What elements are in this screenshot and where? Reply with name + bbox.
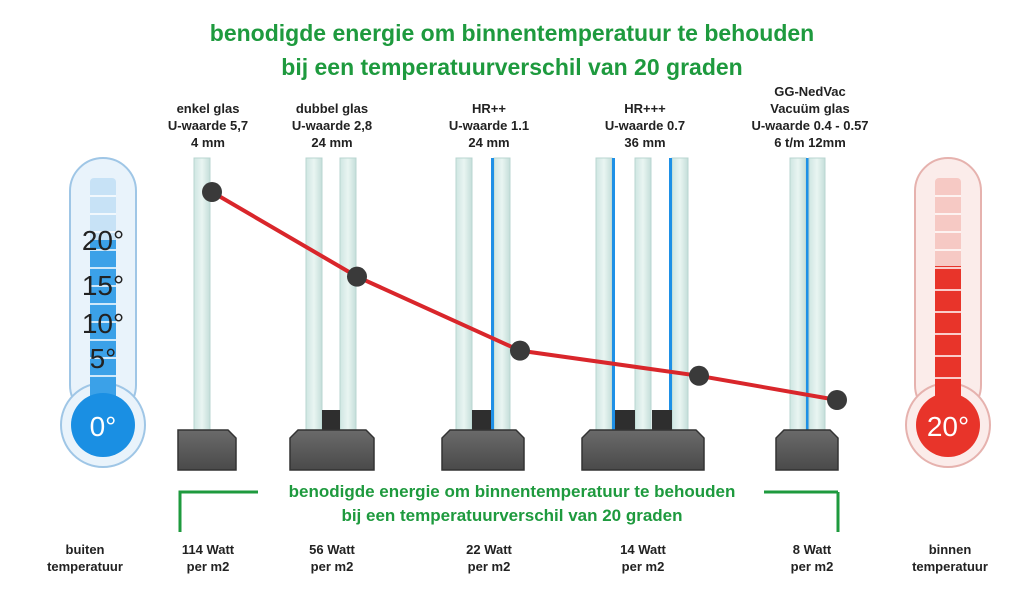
glass-pane-hrppp [581, 157, 705, 471]
glass-pane-enkel [177, 157, 237, 471]
title-line-2: bij een temperatuurverschil van 20 grade… [281, 54, 743, 80]
glass-label-1: enkel glas U-waarde 5,7 4 mm [167, 101, 249, 150]
scale-label-20: 20° [82, 225, 124, 256]
scale-label-10: 10° [82, 308, 124, 339]
cold-bulb-label: 0° [90, 411, 117, 442]
glass-pane-hrpp [441, 157, 525, 471]
energy-point-5 [827, 390, 847, 410]
watt-label-4: 14 Watt per m2 [620, 542, 666, 574]
energy-point-2 [347, 266, 367, 287]
subtitle-line-1: benodigde energie om binnentemperatuur t… [288, 482, 736, 501]
glass-label-5: GG-NedVac Vacuüm glas U-waarde 0.4 - 0.57 6… [751, 84, 869, 150]
thermometer-cold: 0° 20° 15° 10° 5° [60, 157, 146, 468]
energy-point-1 [202, 182, 222, 202]
glass-label-4: HR+++ U-waarde 0.7 36 mm [604, 101, 686, 150]
watt-label-1: 114 Watt per m2 [181, 542, 235, 574]
scale-label-5: 5° [90, 343, 117, 374]
watt-label-5: 8 Watt per m2 [790, 542, 834, 574]
glass-pane-dubbel [289, 157, 375, 471]
thermometer-warm: 20° [905, 157, 991, 468]
caption-outside: buiten temperatuur [47, 542, 123, 574]
scale-label-15: 15° [82, 270, 124, 301]
caption-inside: binnen temperatuur [912, 542, 988, 574]
watt-label-2: 56 Watt per m2 [309, 542, 355, 574]
glass-label-3: HR++ U-waarde 1.1 24 mm [448, 101, 530, 150]
watt-label-3: 22 Watt per m2 [466, 542, 512, 574]
glass-pane-vacuum [775, 157, 839, 471]
bracket [178, 490, 840, 532]
energy-point-3 [510, 340, 530, 361]
glass-label-2: dubbel glas U-waarde 2,8 24 mm [291, 101, 373, 150]
warm-bulb-label: 20° [927, 411, 969, 442]
title-line-1: benodigde energie om binnentemperatuur t… [209, 20, 815, 46]
subtitle-line-2: bij een temperatuurverschil van 20 grade… [341, 506, 683, 525]
energy-line-chart [202, 182, 847, 410]
energy-point-4 [689, 365, 709, 386]
